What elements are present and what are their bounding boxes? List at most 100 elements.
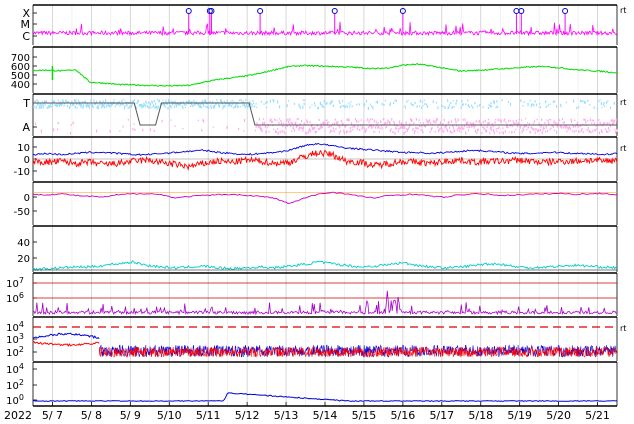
polarity-point-away: [496, 130, 498, 133]
polarity-point-toward: [103, 105, 105, 109]
polarity-point-toward: [303, 102, 305, 106]
polarity-point-toward: [106, 104, 108, 107]
polarity-point-toward: [151, 100, 153, 103]
polarity-point-toward: [41, 104, 43, 107]
polarity-point-away: [393, 122, 395, 126]
polarity-point-toward: [298, 103, 300, 107]
polarity-point-toward: [112, 103, 114, 106]
x-tick-label-5: 5/11: [196, 409, 221, 422]
polarity-point-away: [170, 119, 172, 121]
polarity-point-away: [256, 122, 258, 125]
polarity-point-toward: [167, 106, 169, 110]
polarity-point-away: [212, 126, 214, 128]
polarity-point-away: [384, 122, 386, 126]
polarity-point-toward: [240, 99, 242, 101]
polarity-point-away: [258, 118, 261, 121]
polarity-point-toward: [326, 101, 328, 105]
polarity-point-away: [526, 122, 529, 124]
panel-polarity: TA: [22, 93, 618, 136]
polarity-point-away: [330, 129, 332, 132]
polarity-point-away: [284, 126, 286, 129]
polarity-point-away: [355, 119, 357, 122]
polarity-point-toward: [164, 103, 166, 106]
polarity-point-away: [539, 128, 541, 132]
polarity-point-toward: [341, 105, 343, 107]
polarity-point-toward: [139, 103, 141, 106]
polarity-point-away: [182, 127, 184, 130]
polarity-point-toward: [56, 102, 58, 106]
polarity-point-toward: [118, 103, 120, 105]
polarity-point-away: [367, 126, 370, 129]
polarity-point-toward: [495, 106, 497, 109]
polarity-point-away: [535, 128, 538, 131]
polarity-point-toward: [215, 99, 218, 101]
polarity-point-away: [386, 122, 388, 125]
polarity-point-away: [264, 121, 266, 125]
polarity-point-away: [337, 124, 340, 127]
polarity-point-toward: [490, 102, 492, 105]
polarity-point-away: [306, 119, 308, 123]
polarity-point-away: [464, 118, 466, 121]
polarity-point-toward: [183, 102, 185, 105]
polarity-point-toward: [252, 99, 254, 102]
polarity-point-toward: [351, 105, 353, 108]
polarity-point-away: [202, 118, 204, 122]
polarity-point-toward: [211, 102, 213, 105]
polarity-point-away: [203, 120, 205, 123]
polarity-point-away: [509, 120, 512, 122]
x-tick-label-12: 5/18: [468, 409, 493, 422]
polarity-point-toward: [393, 101, 395, 105]
polarity-point-toward: [190, 105, 192, 107]
polarity-point-toward: [243, 103, 246, 106]
polarity-point-away: [380, 124, 383, 127]
polarity-point-away: [518, 119, 520, 121]
polarity-point-away: [353, 125, 355, 129]
polarity-point-toward: [121, 99, 123, 102]
polarity-point-away: [451, 131, 453, 134]
polarity-point-away: [585, 124, 588, 127]
polarity-point-away: [278, 121, 280, 125]
polarity-point-toward: [53, 101, 55, 103]
polarity-point-toward: [496, 105, 499, 108]
polarity-point-toward: [92, 104, 94, 108]
tick-exponent: 2: [19, 378, 24, 387]
polarity-point-toward: [182, 106, 184, 110]
polarity-point-toward: [167, 99, 170, 103]
polarity-point-away: [374, 131, 376, 133]
polarity-point-toward: [311, 104, 313, 106]
imf-bt-line: [32, 142, 618, 156]
polarity-point-toward: [544, 100, 547, 104]
polarity-point-toward: [123, 99, 125, 101]
polarity-point-away: [541, 118, 543, 121]
polarity-point-toward: [217, 103, 220, 107]
x-tick-label-8: 5/14: [313, 409, 338, 422]
polarity-point-away: [201, 129, 203, 132]
polarity-point-away: [260, 128, 262, 131]
year-label: 2022: [4, 409, 32, 422]
polarity-point-away: [610, 119, 612, 123]
polarity-point-away: [415, 126, 417, 129]
polarity-point-toward: [565, 101, 567, 104]
polarity-point-away: [327, 126, 329, 128]
polarity-point-away: [555, 122, 557, 125]
polarity-point-away: [346, 118, 348, 121]
polarity-point-away: [495, 118, 497, 121]
polarity-point-toward: [130, 100, 132, 102]
polarity-point-away: [521, 130, 523, 134]
polarity-point-toward: [230, 104, 233, 108]
polarity-point-away: [417, 131, 419, 133]
polarity-point-away: [109, 130, 111, 133]
polarity-point-toward: [467, 99, 469, 102]
polarity-point-away: [385, 125, 388, 128]
polarity-point-toward: [147, 105, 149, 108]
polarity-point-toward: [96, 106, 98, 109]
polarity-point-toward: [243, 102, 245, 106]
polarity-point-away: [274, 119, 276, 121]
polarity-point-away: [279, 130, 281, 134]
polarity-point-away: [373, 131, 375, 133]
polarity-point-away: [515, 119, 517, 123]
polarity-point-toward: [547, 104, 549, 107]
polarity-point-away: [263, 122, 265, 125]
polarity-point-away: [582, 131, 584, 134]
polarity-point-away: [334, 118, 336, 121]
